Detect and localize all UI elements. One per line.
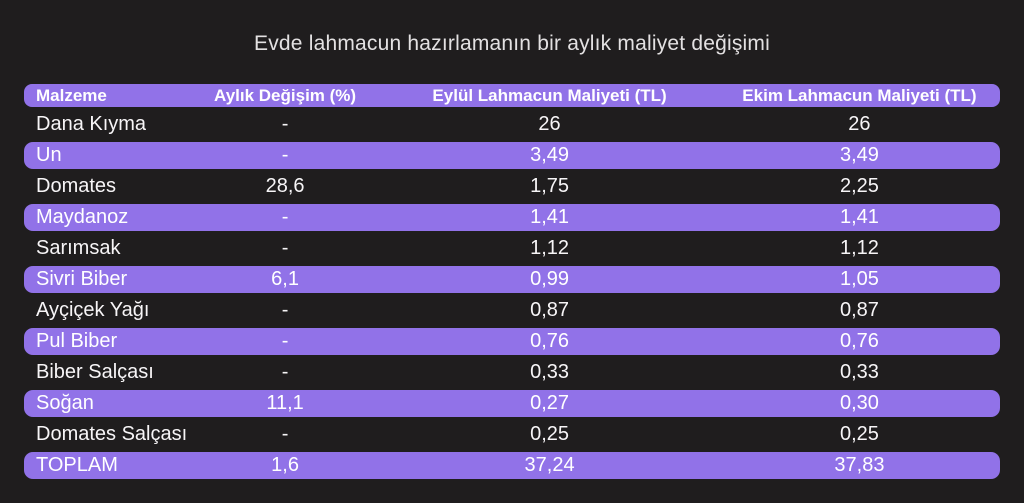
cell-eylul: 0,87 [530,299,570,321]
cell-eylul: 1,75 [530,175,570,197]
table-row: Domates 28,6 1,75 2,25 [24,173,1000,200]
cell-malzeme: Soğan [36,392,94,414]
cell-degisim: - [281,423,289,445]
cell-eylul: 3,49 [530,144,570,166]
cell-eylul: 1,12 [530,237,570,259]
table-row: Un - 3,49 3,49 [24,142,1000,169]
cell-malzeme: Maydanoz [36,206,129,228]
header-cell-eylul-maliyet: Eylül Lahmacun Maliyeti (TL) [432,85,667,105]
table-row: Ayçiçek Yağı - 0,87 0,87 [24,297,1000,324]
cell-malzeme: Ayçiçek Yağı [36,299,150,321]
cell-eylul: 0,76 [530,330,570,352]
cell-degisim: 6,1 [271,268,299,290]
cell-ekim: 0,25 [839,423,879,445]
header-cell-malzeme: Malzeme [36,85,107,105]
table-body: Dana Kıyma - 26 26 Un - 3,49 3,49 Domate… [24,111,1000,479]
table-row: Dana Kıyma - 26 26 [24,111,1000,138]
cell-degisim: - [281,361,289,383]
page-title: Evde lahmacun hazırlamanın bir aylık mal… [254,32,770,55]
cell-malzeme: Sarımsak [36,237,121,259]
table-row: Sarımsak - 1,12 1,12 [24,235,1000,262]
cell-degisim: - [281,330,289,352]
cell-malzeme: Biber Salçası [36,361,154,383]
cell-eylul: 0,27 [530,392,570,414]
cell-eylul: 26 [538,113,561,135]
cost-table: Malzeme Aylık Değişim (%) Eylül Lahmacun… [24,84,1000,479]
table-row: Sivri Biber 6,1 0,99 1,05 [24,266,1000,293]
cell-degisim: - [281,144,289,166]
cell-degisim: - [281,113,289,135]
table-row: Biber Salçası - 0,33 0,33 [24,359,1000,386]
cell-ekim: 37,83 [834,454,885,476]
header-cell-ekim-maliyet: Ekim Lahmacun Maliyeti (TL) [742,85,977,105]
header-cell-aylik-degisim: Aylık Değişim (%) [214,85,357,105]
cell-degisim: 28,6 [265,175,305,197]
cell-ekim: 1,12 [839,237,879,259]
cell-ekim: 26 [848,113,871,135]
cell-ekim: 2,25 [839,175,879,197]
table-row: Maydanoz - 1,41 1,41 [24,204,1000,231]
cell-eylul: 37,24 [524,454,575,476]
cell-eylul: 0,99 [530,268,570,290]
cell-ekim: 1,41 [839,206,879,228]
cell-malzeme: Dana Kıyma [36,113,147,135]
table-row: Soğan 11,1 0,27 0,30 [24,390,1000,417]
cell-malzeme: Pul Biber [36,330,118,352]
cell-degisim: 11,1 [266,392,304,414]
cell-ekim: 3,49 [839,144,879,166]
cell-ekim: 1,05 [839,268,879,290]
cell-ekim: 0,30 [839,392,879,414]
cell-degisim: - [281,237,289,259]
table-header: Malzeme Aylık Değişim (%) Eylül Lahmacun… [24,84,1000,107]
cell-malzeme: Sivri Biber [36,268,128,290]
cell-eylul: 0,33 [530,361,570,383]
cell-malzeme: Un [36,144,62,166]
table-row: Pul Biber - 0,76 0,76 [24,328,1000,355]
cell-ekim: 0,87 [839,299,879,321]
cell-malzeme: Domates [36,175,117,197]
cell-malzeme: TOPLAM [36,454,118,476]
cell-ekim: 0,33 [839,361,879,383]
table-row: Domates Salçası - 0,25 0,25 [24,421,1000,448]
cell-eylul: 0,25 [530,423,570,445]
table-row: TOPLAM 1,6 37,24 37,83 [24,452,1000,479]
cell-degisim: 1,6 [271,454,299,476]
cell-malzeme: Domates Salçası [36,423,188,445]
cell-ekim: 0,76 [839,330,879,352]
cell-degisim: - [281,206,289,228]
cell-degisim: - [281,299,289,321]
cell-eylul: 1,41 [530,206,570,228]
